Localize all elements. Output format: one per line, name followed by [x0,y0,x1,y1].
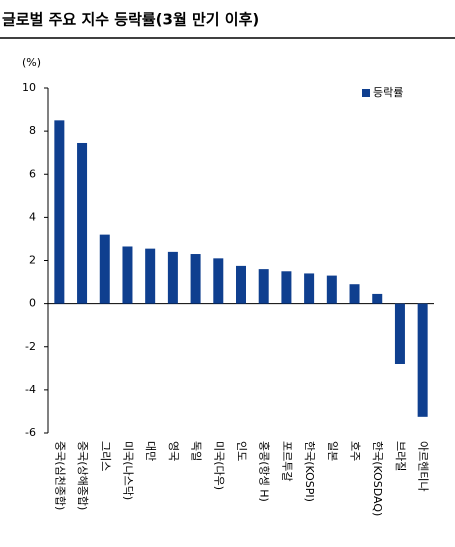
x-tick-label: 호주 [349,441,362,461]
x-tick-label: 영국 [167,441,180,461]
x-tick-label: 브라질 [394,441,407,471]
bar [417,303,428,417]
y-tick-label: 0 [29,297,36,310]
x-tick-label: 아르헨티나 [417,441,430,492]
chart-title: 글로벌 주요 지수 등락률(3월 만기 이후) [2,11,259,29]
bar [394,303,405,364]
bar [122,246,133,304]
bar [213,258,224,304]
y-tick-label: -6 [25,426,36,439]
bar [326,275,337,304]
x-tick-label: 한국(KOSDAQ) [371,441,384,516]
bar [77,142,88,304]
bar [281,271,292,304]
y-tick-label: -4 [25,383,36,396]
x-tick-label: 미국(나스닥) [121,441,134,500]
bar [190,254,201,304]
x-tick-label: 일본 [326,441,340,461]
x-tick-label: 그리스 [99,441,112,471]
y-tick-label: 6 [29,167,36,180]
x-tick-label: 중국(심천종합) [53,441,67,510]
x-tick-label: 미국(다우) [212,441,225,490]
bar [349,284,360,304]
legend-swatch [362,89,370,97]
bar [54,120,65,304]
y-tick-label: 10 [22,81,36,94]
bar [304,273,315,304]
x-tick-label: 중국(상해종합) [76,441,90,510]
y-tick-label: -2 [25,340,36,353]
bar [145,248,156,304]
bar [167,251,178,304]
bar [236,265,246,304]
y-tick-label: 2 [29,254,36,267]
x-tick-label: 대만 [144,441,157,461]
x-tick-label: 포르투갈 [280,441,294,481]
x-tick-label: 독일 [190,441,204,461]
bar [258,269,269,304]
x-tick-label: 홍콩(항셍 H) [258,441,272,502]
x-tick-label: 한국(KOSPI) [303,441,316,502]
x-tick-label: 인도 [235,441,248,461]
y-tick-label: 4 [29,210,36,223]
bar [99,234,110,304]
legend-label: 등락률 [373,86,403,99]
bar [372,293,383,304]
y-axis-unit: (%) [22,56,41,69]
y-tick-label: 8 [29,124,36,137]
